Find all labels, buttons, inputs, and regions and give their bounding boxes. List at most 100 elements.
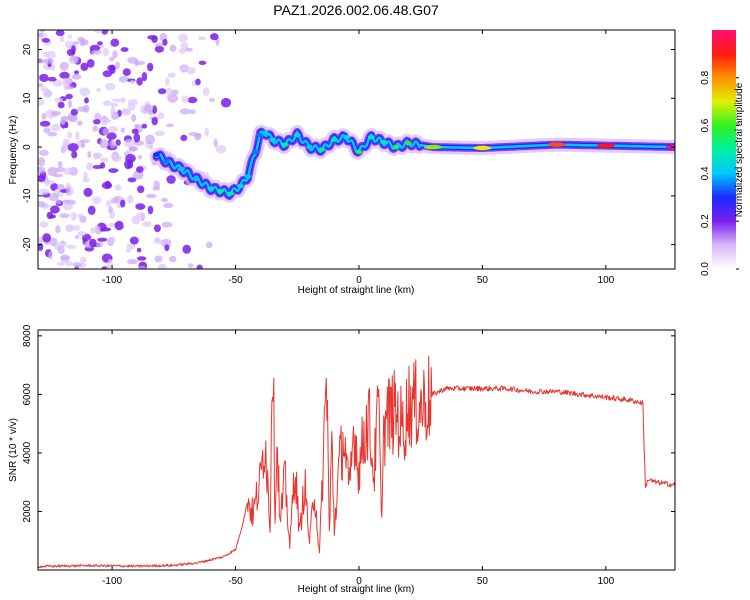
noise-blob <box>114 184 122 191</box>
noise-blob <box>94 112 101 121</box>
noise-blob <box>181 95 189 103</box>
noise-blob <box>38 99 45 106</box>
noise-blob <box>83 187 93 197</box>
noise-blob <box>90 227 96 234</box>
ridge-point <box>666 144 675 150</box>
figure-title: PAZ1.2026.002.06.48.G07 <box>273 2 439 18</box>
noise-blob <box>63 85 75 90</box>
noise-blob <box>162 38 168 46</box>
noise-blob <box>215 144 227 154</box>
noise-blob <box>71 73 82 80</box>
y-tick-label: -10 <box>22 188 33 203</box>
noise-blob <box>42 90 50 97</box>
spectrogram-x-ticks: -100 -50 0 50 100 <box>102 30 615 286</box>
noise-blob <box>86 162 94 171</box>
noise-blob <box>106 200 112 208</box>
ridge-point <box>355 149 363 155</box>
y-tick-label: 2000 <box>22 500 33 523</box>
noise-blob <box>89 238 97 248</box>
noise-blob <box>122 68 131 76</box>
noise-blob <box>129 236 139 245</box>
noise-blob <box>74 70 79 75</box>
noise-blob <box>122 108 130 114</box>
ridge-point <box>269 137 277 142</box>
noise-blob <box>120 97 126 104</box>
noise-blob <box>100 162 106 169</box>
noise-blob <box>57 183 65 191</box>
snr-y-label: SNR (10 * v/v) <box>8 418 19 482</box>
noise-blob <box>188 109 196 115</box>
noise-blob <box>152 105 158 114</box>
noise-blob <box>104 82 116 91</box>
ridge-point <box>281 142 289 147</box>
noise-blob <box>154 255 163 263</box>
noise-blob <box>72 262 82 268</box>
noise-blob <box>106 132 117 140</box>
noise-blob <box>75 131 80 141</box>
noise-blob <box>38 32 43 37</box>
noise-blob <box>46 180 55 185</box>
noise-blob <box>164 244 170 252</box>
noise-blob <box>80 142 86 149</box>
noise-blob <box>138 266 146 269</box>
noise-blob <box>71 45 76 55</box>
noise-blob <box>57 160 63 169</box>
noise-blob <box>187 96 198 104</box>
ridge-point <box>207 186 215 191</box>
noise-blob <box>205 241 213 249</box>
x-tick-label: 50 <box>477 576 489 587</box>
noise-blob <box>134 60 139 67</box>
noise-blob <box>77 213 84 219</box>
noise-blob <box>67 131 72 139</box>
colorbar-tick-label: 0.6 <box>700 118 711 132</box>
noise-blob <box>106 265 111 269</box>
noise-blob <box>64 121 69 129</box>
noise-blob <box>60 116 71 120</box>
noise-blob <box>39 149 49 156</box>
noise-blob <box>55 30 65 37</box>
noise-blob <box>161 221 173 228</box>
colorbar-label: Normalized spectral amplitude <box>734 82 745 217</box>
noise-blob <box>145 134 156 145</box>
noise-blob <box>155 42 166 47</box>
noise-blob <box>56 262 65 266</box>
noise-blob <box>86 59 95 68</box>
noise-blob <box>115 139 121 146</box>
noise-blob <box>151 117 158 126</box>
noise-blob <box>46 51 56 59</box>
y-tick-label: 0 <box>22 144 33 150</box>
ridge-point <box>217 188 225 194</box>
ridge-core-inner <box>155 130 675 198</box>
noise-blob <box>87 205 96 215</box>
noise-blob <box>59 35 65 43</box>
noise-blob <box>76 120 83 126</box>
noise-blob <box>135 203 146 210</box>
noise-blob <box>198 60 207 65</box>
noise-blob <box>109 56 115 62</box>
noise-blob <box>38 201 46 208</box>
noise-blob <box>38 166 46 174</box>
spectrogram-y-label: Frequency (Hz) <box>8 116 19 185</box>
noise-blob <box>39 73 49 83</box>
noise-blob <box>109 140 116 149</box>
noise-blob <box>133 132 141 143</box>
noise-blob <box>131 215 141 225</box>
noise-blob <box>41 38 51 43</box>
noise-blob <box>50 205 60 214</box>
noise-blob <box>68 114 78 123</box>
noise-blob <box>70 55 80 61</box>
ridge-point <box>256 132 264 138</box>
noise-blob <box>112 50 118 59</box>
noise-blob <box>136 247 142 253</box>
snr-y-ticks: 2000 4000 6000 8000 <box>22 324 675 523</box>
noise-blob <box>180 134 188 142</box>
noise-blob <box>185 47 194 52</box>
x-tick-label: 50 <box>477 275 489 286</box>
noise-blob <box>79 139 91 143</box>
noise-blob <box>108 206 113 214</box>
noise-blob <box>178 48 186 54</box>
noise-blob <box>83 171 88 181</box>
x-tick-label: -50 <box>228 576 243 587</box>
noise-blob <box>83 104 90 113</box>
noise-blob <box>96 87 102 92</box>
